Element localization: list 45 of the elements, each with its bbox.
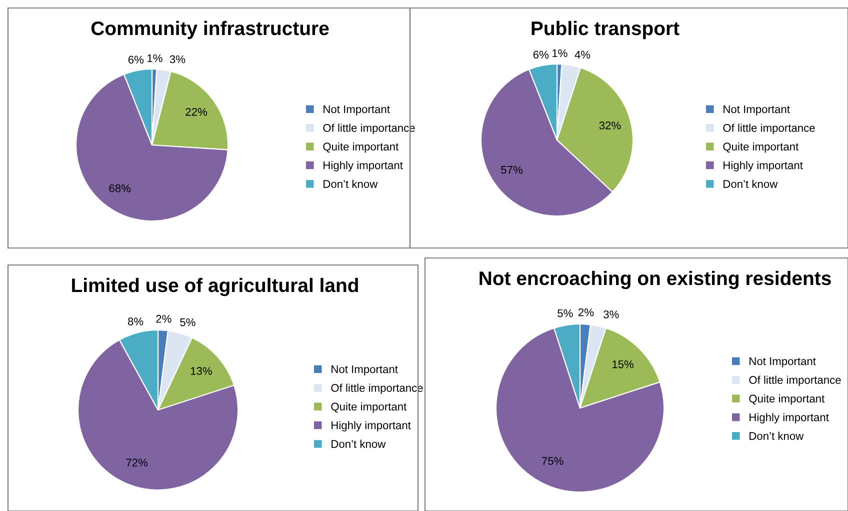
- data-label: 13%: [190, 367, 212, 375]
- data-label: 1%: [148, 54, 162, 62]
- data-label: 72%: [126, 458, 148, 466]
- data-label: 4%: [574, 50, 590, 59]
- legend-label: Don’t know: [724, 180, 778, 188]
- legend-label: Not Important: [724, 105, 790, 116]
- data-label: 22%: [186, 108, 207, 116]
- chart-title: Community infrastructure: [91, 20, 329, 40]
- data-label: 5%: [558, 309, 573, 318]
- legend-label: Not Important: [750, 357, 816, 368]
- data-label: 1%: [552, 49, 568, 58]
- data-label: 3%: [604, 310, 619, 318]
- data-label: 32%: [599, 122, 621, 130]
- data-label: 2%: [578, 308, 594, 316]
- data-label: 68%: [109, 184, 131, 192]
- legend-label: Quite important: [723, 142, 799, 153]
- data-label: 2%: [156, 314, 172, 323]
- legend-label: Of little importance: [749, 376, 841, 386]
- data-label: 3%: [170, 55, 186, 64]
- data-label: 5%: [180, 318, 196, 326]
- data-label: 6%: [128, 56, 144, 64]
- legend-label: Not Important: [324, 105, 390, 116]
- legend-label: Don’t know: [324, 180, 378, 188]
- legend-label: Quite important: [331, 402, 407, 413]
- legend-label: Quite important: [323, 142, 399, 153]
- chart-title: Public transport: [532, 20, 680, 40]
- data-label: 8%: [128, 318, 144, 326]
- legend-label: Of little importance: [723, 124, 815, 134]
- pie-slice: [495, 328, 665, 493]
- legend-label: Highly important: [324, 161, 403, 172]
- legend-label: Of little importance: [331, 384, 423, 394]
- legend-label: Highly important: [750, 413, 829, 424]
- legend-label: Quite important: [749, 394, 825, 405]
- legend-label: Highly important: [724, 161, 803, 172]
- data-label: 57%: [501, 166, 522, 174]
- legend-label: Highly important: [332, 421, 411, 432]
- data-label: 75%: [542, 457, 564, 465]
- data-label: 6%: [533, 50, 549, 59]
- legend-label: Don’t know: [332, 440, 386, 448]
- chart-title: Limited use of agricultural land: [72, 278, 358, 296]
- legend-label: Of little importance: [323, 124, 415, 134]
- legend-label: Not Important: [332, 365, 398, 376]
- chart-title: Not encroaching on existing residents: [480, 270, 831, 290]
- legend-label: Don’t know: [750, 432, 804, 440]
- data-label: 15%: [612, 360, 634, 368]
